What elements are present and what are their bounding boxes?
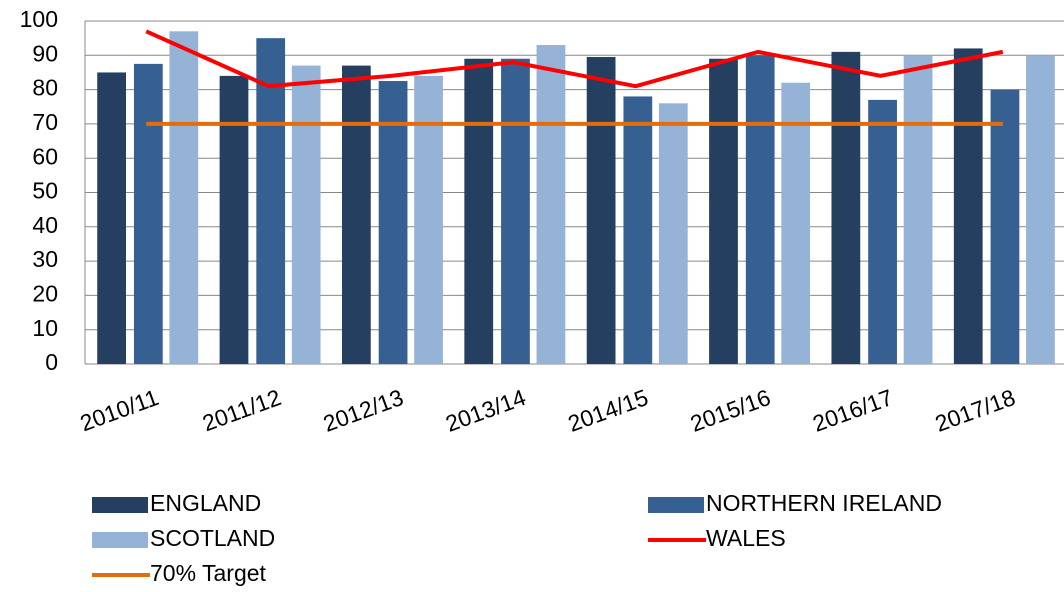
x-tick-label: 2013/14 bbox=[442, 384, 529, 437]
bar bbox=[623, 96, 653, 365]
bar bbox=[709, 58, 738, 364]
bar bbox=[745, 55, 775, 365]
bar bbox=[256, 38, 286, 365]
legend-label: SCOTLAND bbox=[150, 525, 275, 551]
y-tick-label: 50 bbox=[32, 178, 58, 204]
bar bbox=[501, 58, 530, 364]
y-tick-label: 10 bbox=[32, 315, 58, 341]
bar bbox=[133, 63, 163, 364]
y-tick-label: 70 bbox=[32, 109, 58, 135]
y-tick-label: 20 bbox=[32, 280, 58, 306]
bar bbox=[464, 58, 494, 364]
x-tick-label: 2016/17 bbox=[809, 384, 896, 437]
line bbox=[145, 29, 1004, 89]
legend-swatch bbox=[92, 532, 148, 548]
bar bbox=[658, 103, 688, 364]
legend-label: ENGLAND bbox=[150, 490, 261, 516]
bar bbox=[1026, 55, 1055, 365]
x-tick-label: 2014/15 bbox=[564, 384, 651, 437]
bar bbox=[169, 31, 199, 364]
bar bbox=[868, 99, 897, 364]
bar bbox=[219, 75, 249, 364]
x-tick-label: 2015/16 bbox=[687, 384, 774, 437]
y-tick-label: 100 bbox=[20, 6, 58, 32]
legend-label: NORTHERN IRELAND bbox=[706, 490, 942, 516]
bar bbox=[953, 48, 983, 364]
bar bbox=[831, 51, 861, 365]
x-tick-label: 2012/13 bbox=[320, 384, 407, 437]
bar bbox=[378, 81, 408, 365]
bar bbox=[291, 65, 321, 364]
y-tick-label: 40 bbox=[32, 212, 58, 238]
bar bbox=[536, 45, 566, 364]
y-tick-label: 30 bbox=[32, 246, 58, 272]
legend-label: 70% Target bbox=[150, 560, 267, 586]
x-tick-label: 2011/12 bbox=[199, 384, 284, 436]
bar bbox=[97, 72, 126, 364]
y-tick-label: 0 bbox=[45, 349, 58, 375]
x-tick-label: 2010/11 bbox=[77, 384, 162, 436]
bar bbox=[586, 57, 616, 364]
y-tick-label: 80 bbox=[32, 75, 58, 101]
bar bbox=[990, 89, 1020, 364]
y-tick-label: 90 bbox=[32, 40, 58, 66]
legend-swatch bbox=[648, 497, 704, 513]
bar bbox=[414, 75, 443, 364]
legend-swatch bbox=[92, 497, 148, 513]
legend-label: WALES bbox=[706, 525, 786, 551]
bar bbox=[903, 55, 933, 365]
x-tick-label: 2017/18 bbox=[932, 384, 1019, 437]
y-tick-label: 60 bbox=[32, 143, 58, 169]
bar bbox=[341, 65, 371, 364]
bar bbox=[781, 82, 811, 365]
